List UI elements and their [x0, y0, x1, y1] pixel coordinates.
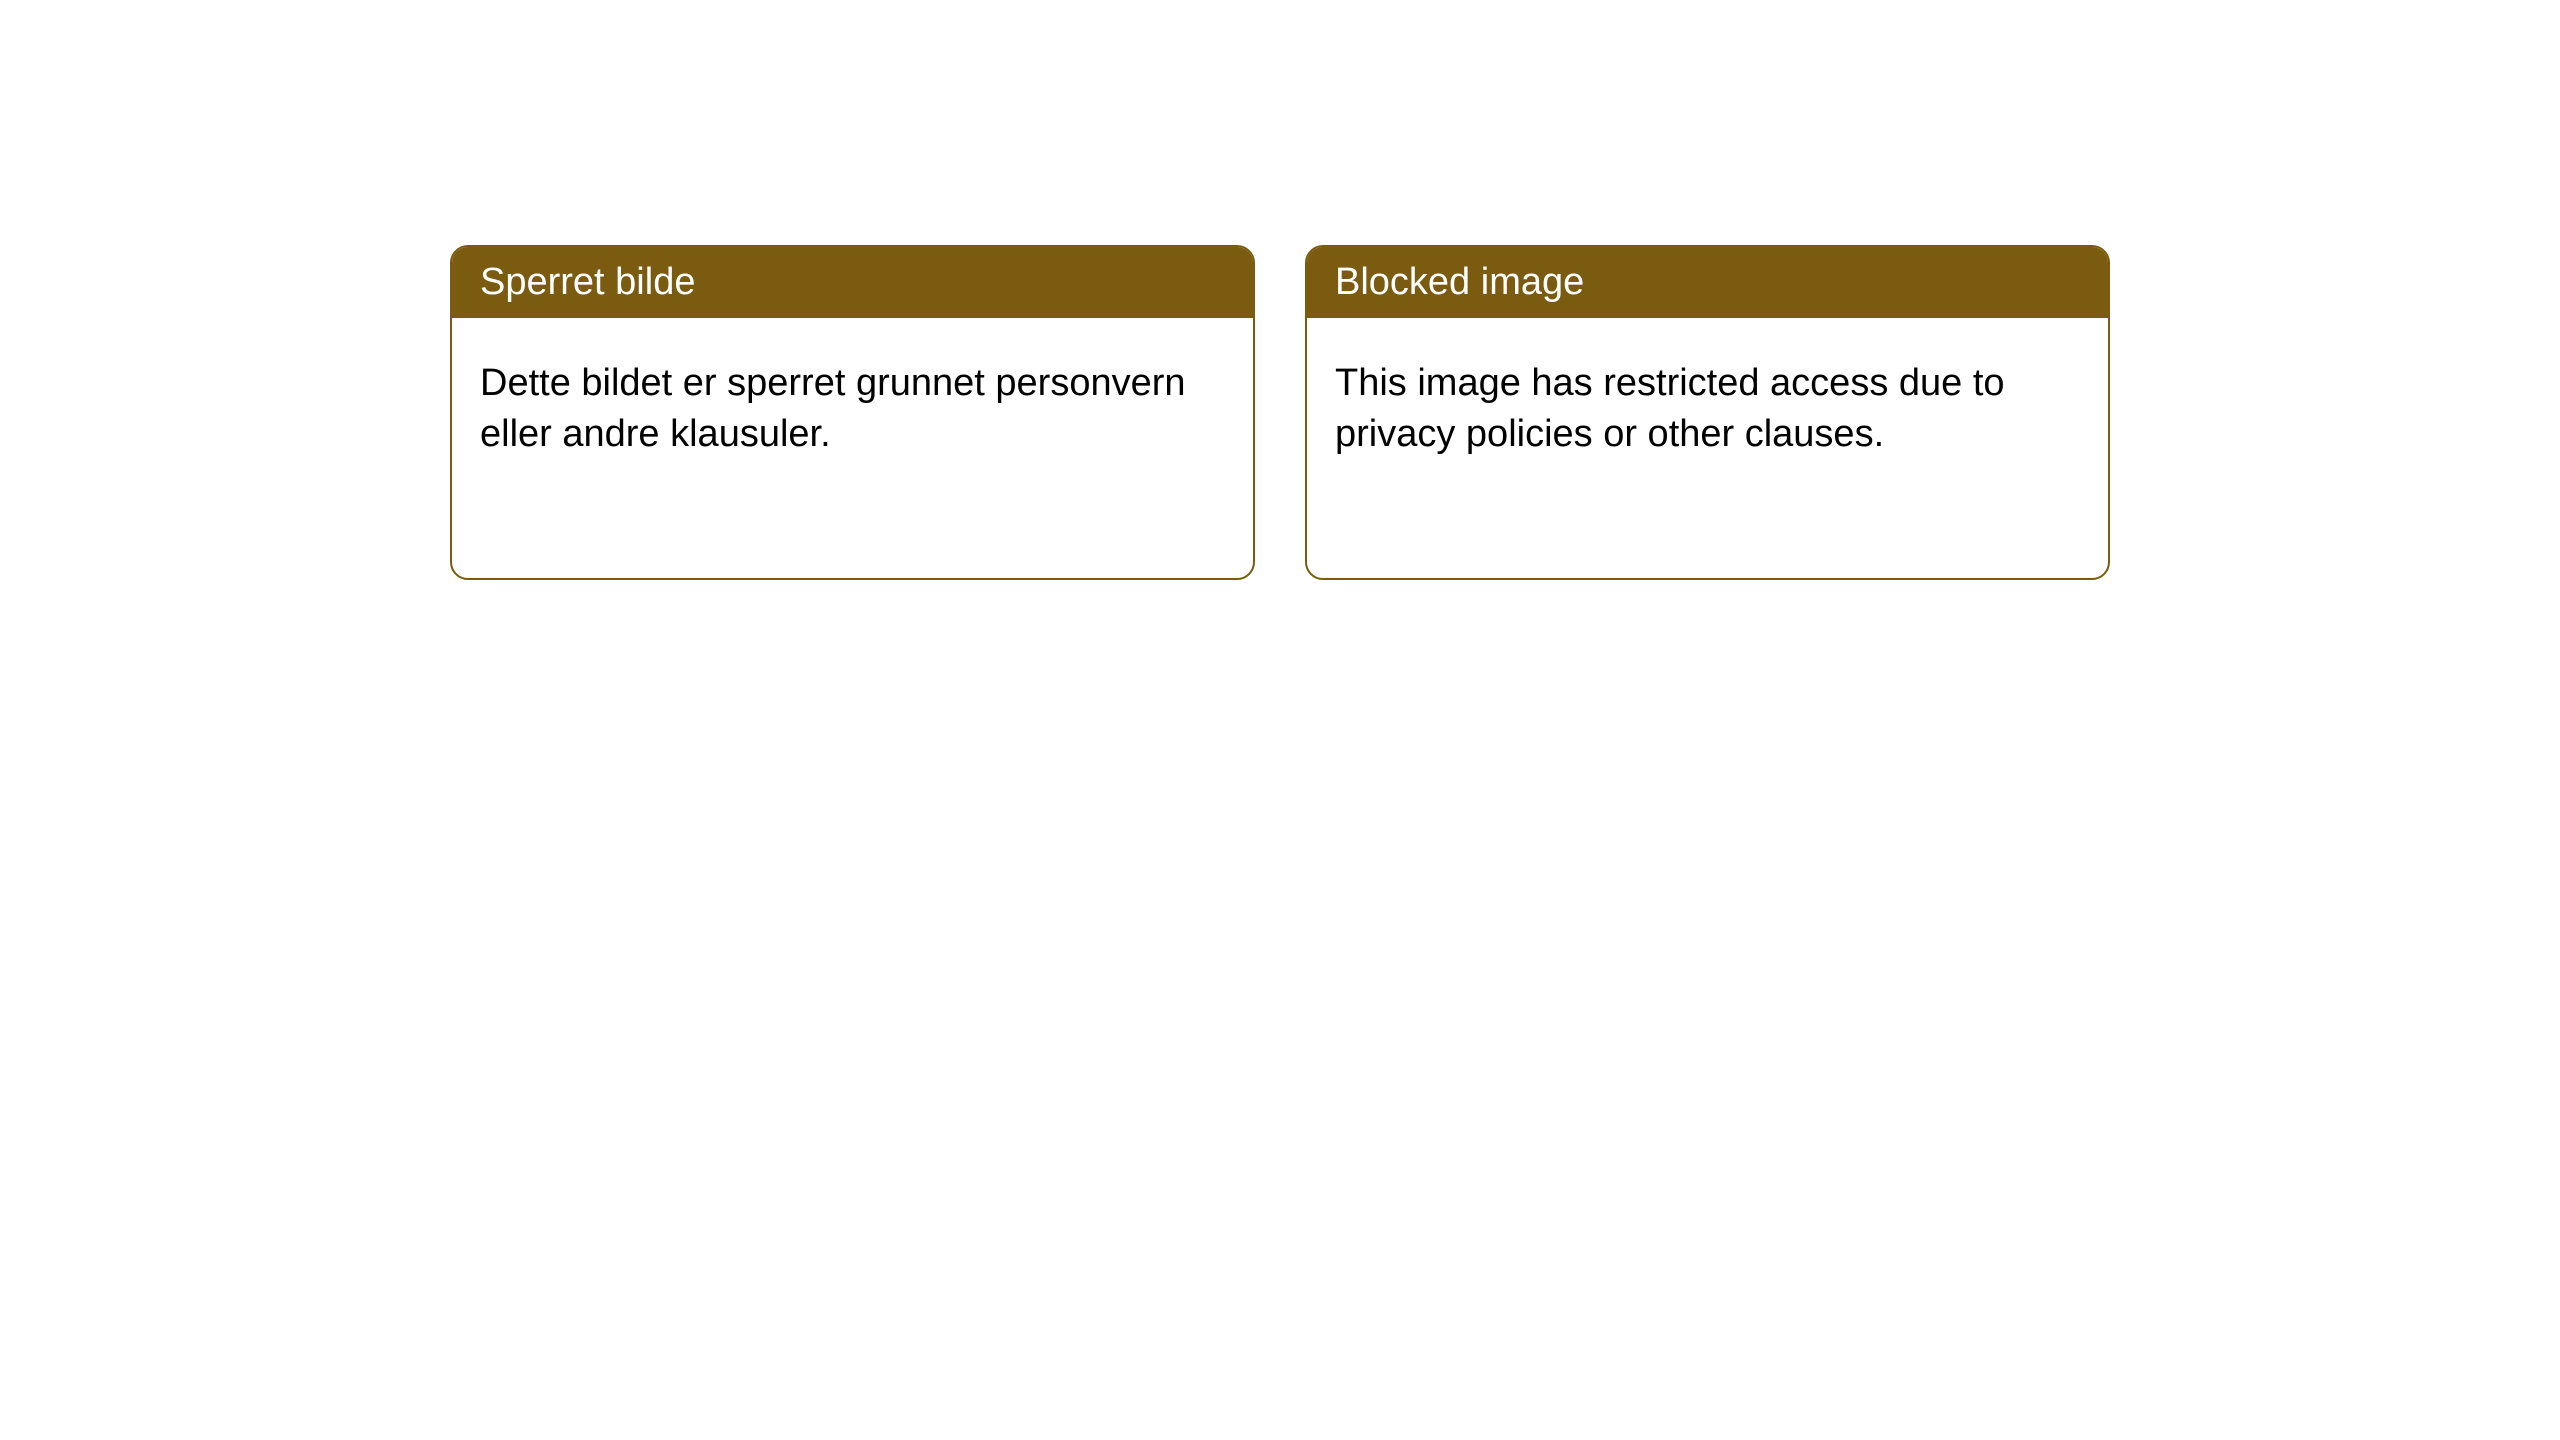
notice-card-english: Blocked image This image has restricted …	[1305, 245, 2110, 580]
notice-container: Sperret bilde Dette bildet er sperret gr…	[0, 0, 2560, 580]
card-body: Dette bildet er sperret grunnet personve…	[452, 318, 1253, 501]
notice-card-norwegian: Sperret bilde Dette bildet er sperret gr…	[450, 245, 1255, 580]
card-body-text: This image has restricted access due to …	[1335, 362, 2005, 455]
card-header: Blocked image	[1307, 247, 2108, 318]
card-body-text: Dette bildet er sperret grunnet personve…	[480, 362, 1186, 455]
card-body: This image has restricted access due to …	[1307, 318, 2108, 501]
card-title: Sperret bilde	[480, 261, 695, 303]
card-title: Blocked image	[1335, 261, 1584, 303]
card-header: Sperret bilde	[452, 247, 1253, 318]
